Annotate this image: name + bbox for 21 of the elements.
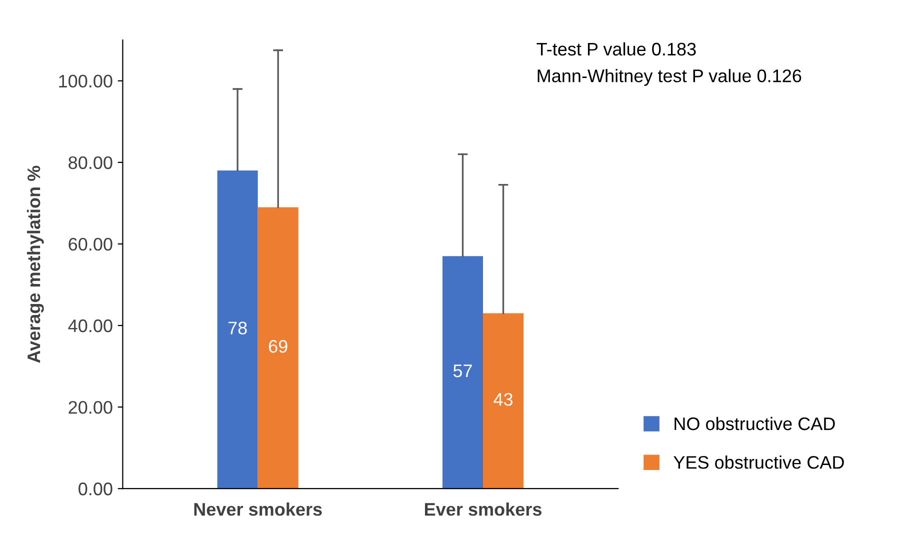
annotation: T-test P value 0.183: [536, 42, 696, 56]
data-label: 69: [268, 340, 288, 353]
bar: [483, 313, 524, 489]
y-tick-label: 100.00: [59, 74, 112, 88]
data-label: 43: [494, 393, 513, 406]
data-label: 78: [228, 322, 247, 334]
x-tick-label: Ever smokers: [424, 502, 542, 516]
y-tick-label: 20.00: [68, 400, 112, 414]
bar: [258, 207, 298, 489]
legend-label: YES obstructive CAD: [674, 456, 844, 469]
y-tick-label: 60.00: [68, 238, 112, 251]
bar: [217, 170, 258, 489]
legend-label: NO obstructive CAD: [674, 416, 835, 430]
y-tick-label: 80.00: [68, 156, 112, 170]
y-tick-label: 40.00: [68, 319, 112, 332]
data-label: 57: [453, 364, 472, 378]
y-tick-label: 0.00: [78, 482, 112, 496]
x-tick-label: Never smokers: [194, 502, 322, 516]
bar: [442, 256, 484, 489]
y-axis-title: Average methylation %: [26, 166, 44, 363]
annotation: Mann-Whitney test P value 0.126: [538, 69, 802, 86]
